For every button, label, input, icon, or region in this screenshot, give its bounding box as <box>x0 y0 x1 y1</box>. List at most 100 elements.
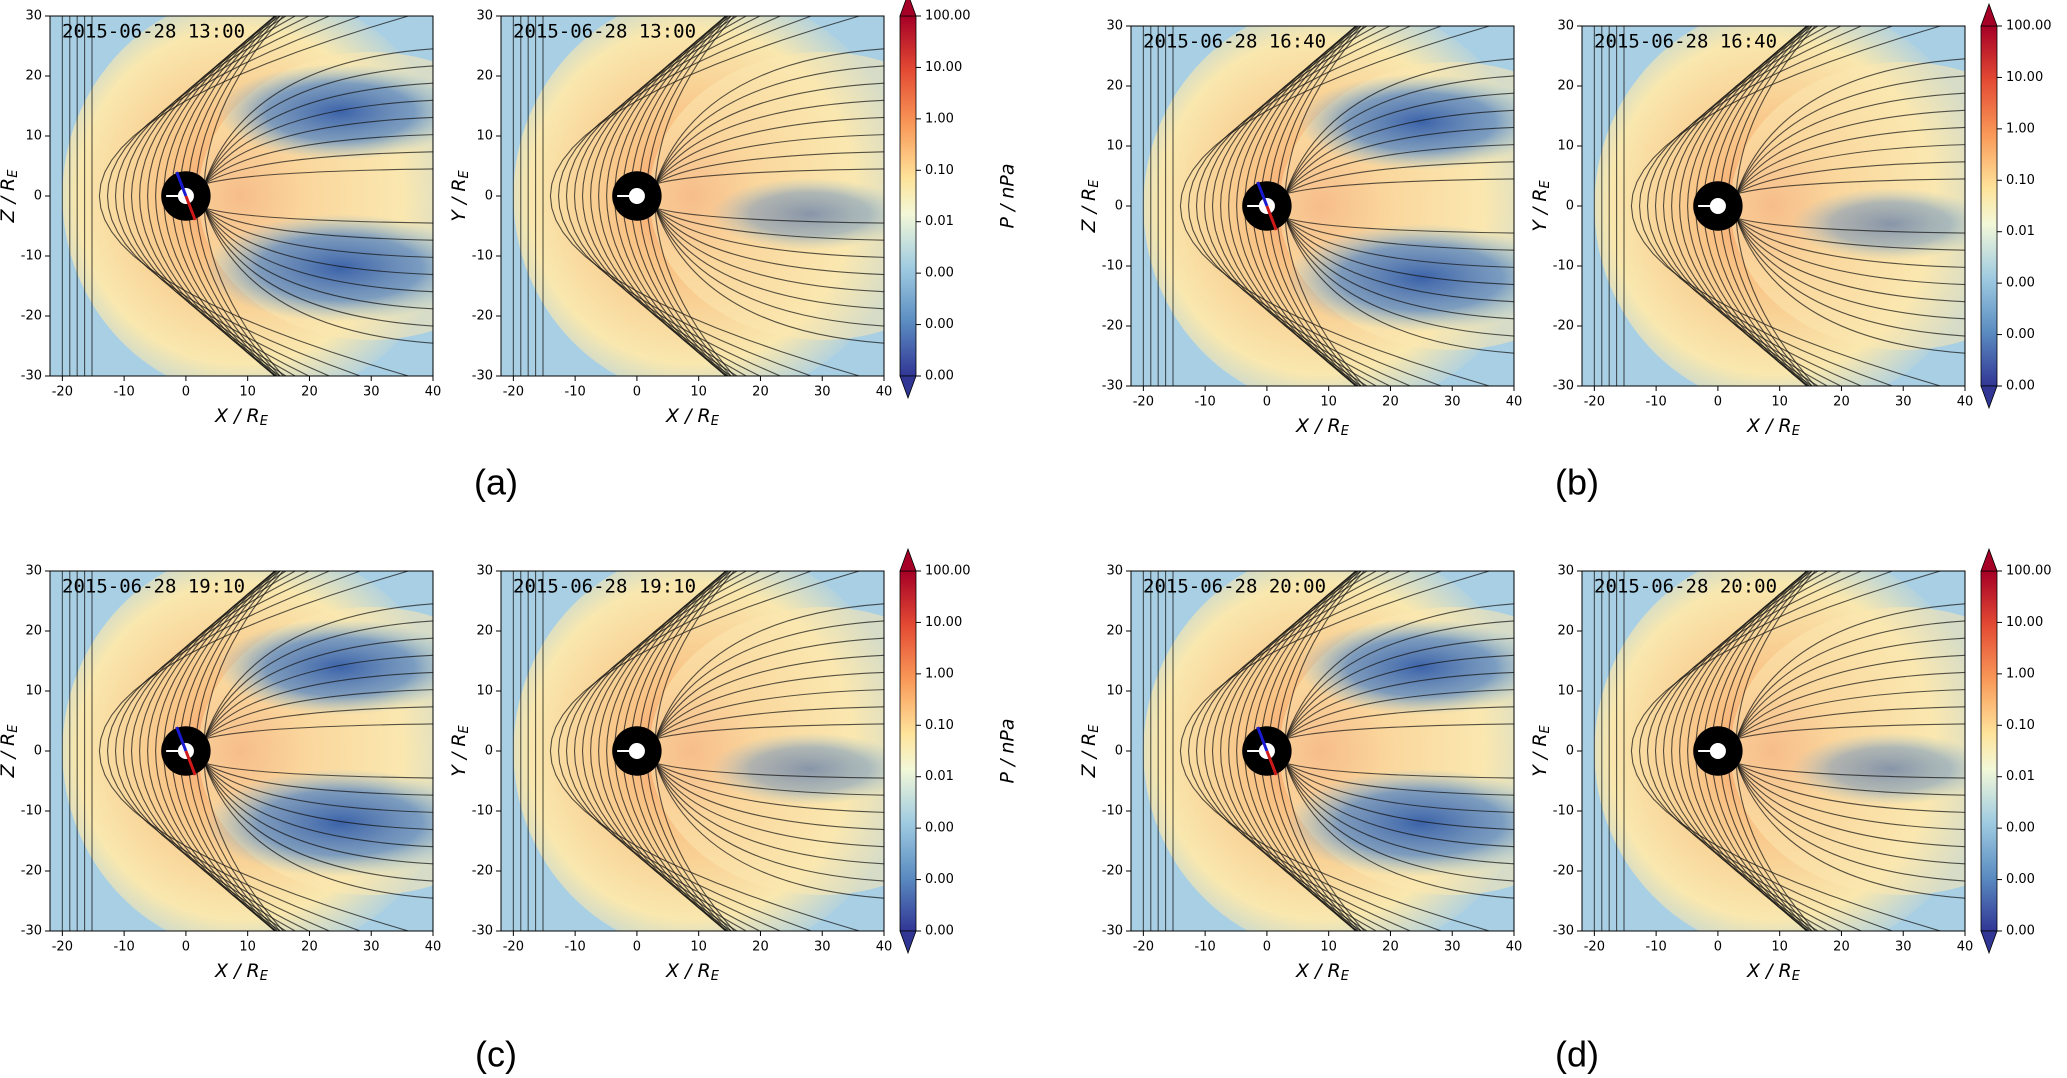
x-tick-label: 10 <box>1320 395 1337 410</box>
y-tick-label: 20 <box>476 624 493 639</box>
y-axis-label: Y / RE <box>448 724 472 776</box>
colorbar-extend-bottom <box>1980 930 1998 955</box>
x-axis-label-subscript: E <box>1341 424 1350 439</box>
y-tick-label: 0 <box>485 189 493 204</box>
lobe <box>1285 224 1514 332</box>
field-line <box>203 620 433 740</box>
field-line <box>1284 654 1514 740</box>
x-tick-label: -20 <box>503 940 524 955</box>
y-axis-label-text: Z / R <box>0 733 19 779</box>
field-line <box>655 706 884 740</box>
field-line <box>1736 217 1965 268</box>
x-tick-label: 20 <box>301 385 318 400</box>
field-line <box>203 207 433 327</box>
field-line <box>654 207 884 276</box>
y-axis-label-subscript: E <box>457 724 472 733</box>
y-tick-label: 20 <box>1557 79 1574 94</box>
field-line <box>655 762 884 796</box>
field-line <box>654 603 884 740</box>
field-line <box>655 207 884 241</box>
x-tick-label: 0 <box>1714 395 1722 410</box>
field-line <box>1736 217 1965 251</box>
colorbar-tick-label: 10.00 <box>925 615 962 630</box>
field-line <box>654 762 884 865</box>
x-axis-label-subscript: E <box>1792 969 1801 984</box>
x-tick-label: -10 <box>1195 940 1216 955</box>
field-line <box>203 48 433 185</box>
x-tick-label: 40 <box>1506 940 1523 955</box>
colorbar-tick-label: 0.00 <box>925 369 954 384</box>
colorbar-tick-label: 0.01 <box>2006 224 2035 239</box>
x-tick-label: 0 <box>182 940 190 955</box>
field-line <box>655 151 884 185</box>
field-line <box>565 571 781 931</box>
heatmap <box>501 16 884 376</box>
y-tick-label: 20 <box>25 69 42 84</box>
y-tick-label: 10 <box>25 684 42 699</box>
field-line <box>204 762 433 796</box>
field-line <box>590 571 738 931</box>
colorbar-tick-label: 0.00 <box>925 821 954 836</box>
field-line <box>1735 671 1965 740</box>
colorbar-label: P / nPa <box>997 163 1019 228</box>
x-axis-label-text: X / R <box>1295 960 1341 982</box>
field-line <box>1285 689 1514 740</box>
x-tick-label: -20 <box>1133 940 1154 955</box>
field-line <box>1735 217 1965 337</box>
field-line <box>1187 26 1442 386</box>
field-line <box>1736 762 1965 813</box>
y-tick-label: 20 <box>476 69 493 84</box>
x-tick-label: 20 <box>752 385 769 400</box>
field-line <box>1735 58 1965 195</box>
x-tick-label: -10 <box>114 940 135 955</box>
y-axis-label-text: Y / R <box>1529 188 1551 231</box>
colorbar-tick-label: 100.00 <box>2006 564 2052 579</box>
x-axis-label-text: X / R <box>1746 960 1792 982</box>
x-tick-label: -10 <box>1195 395 1216 410</box>
y-tick-label: -10 <box>1553 259 1574 274</box>
y-tick-label: 30 <box>25 9 42 24</box>
field-line <box>1736 723 1965 740</box>
y-axis-label-text: Y / R <box>448 178 470 221</box>
lobe <box>204 769 433 877</box>
timestamp: 2015-06-28 16:40 <box>1143 31 1326 53</box>
y-tick-label: 0 <box>1566 199 1574 214</box>
colorbar-tick-label: 0.10 <box>925 718 954 733</box>
colorbar-extend-bottom <box>899 375 917 400</box>
y-tick-label: -10 <box>21 804 42 819</box>
y-axis-label: Z / RE <box>1078 724 1102 779</box>
y-tick-label: 10 <box>1106 684 1123 699</box>
field-line <box>1284 637 1514 740</box>
field-line <box>1195 26 1411 386</box>
field-line <box>1285 762 1514 813</box>
y-tick-label: 0 <box>34 189 42 204</box>
lobe <box>216 64 433 160</box>
y-axis-label-text: Z / R <box>0 178 19 224</box>
field-line <box>1284 671 1514 740</box>
y-tick-label: -10 <box>472 249 493 264</box>
field-line <box>204 207 433 241</box>
field-line <box>1284 217 1514 286</box>
x-axis-label-subscript: E <box>260 969 269 984</box>
y-tick-label: -20 <box>1102 864 1123 879</box>
field-line <box>654 654 884 740</box>
field-line <box>1736 706 1965 740</box>
field-line <box>204 723 433 740</box>
field-line <box>606 16 728 376</box>
field-line <box>203 116 433 185</box>
timestamp: 2015-06-28 16:40 <box>1594 31 1777 53</box>
colorbar <box>1980 25 1998 387</box>
x-tick-label: -20 <box>52 940 73 955</box>
dipole-south <box>1265 205 1278 231</box>
x-tick-label: -20 <box>1584 395 1605 410</box>
field-line <box>1638 571 1893 931</box>
dipole-north <box>175 171 188 197</box>
colorbar-extend-top <box>1980 547 1998 572</box>
dipole-north <box>1256 181 1269 207</box>
colorbar-tick-label: 0.00 <box>925 872 954 887</box>
x-axis-label-subscript: E <box>1792 424 1801 439</box>
colorbar-tick-label: 0.01 <box>925 214 954 229</box>
dipole-south <box>1265 750 1278 776</box>
lobe <box>1285 769 1514 877</box>
x-axis-label-subscript: E <box>260 414 269 429</box>
